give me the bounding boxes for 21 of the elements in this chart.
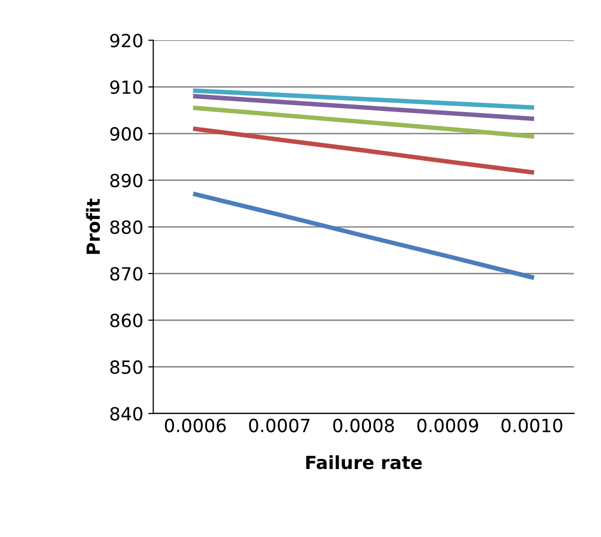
x-tick-label: 0.0007	[249, 418, 310, 432]
x-tick-label: 0.0010	[501, 418, 562, 432]
y-tick-label: 880	[110, 220, 142, 234]
x-tick-label: 0.0008	[333, 418, 394, 432]
line-series	[193, 106, 534, 139]
y-tick-label: 840	[110, 406, 142, 421]
line-series	[193, 126, 534, 175]
y-axis-title: Profit	[86, 198, 100, 254]
line-series	[193, 94, 534, 121]
line-series	[193, 192, 534, 280]
x-tick-label: 0.0006	[164, 418, 226, 432]
y-tick-label: 910	[110, 80, 142, 94]
y-tick-label: 860	[110, 314, 142, 328]
y-tick-label: 890	[110, 174, 142, 188]
x-tick-label: 0.0009	[417, 418, 478, 432]
y-tick-label: 920	[110, 34, 142, 48]
y-tick-label: 850	[110, 360, 142, 374]
y-tick-label: 870	[110, 266, 142, 281]
x-axis-title: Failure rate	[306, 455, 422, 470]
line-series	[193, 88, 534, 110]
y-tick-label: 900	[110, 127, 142, 141]
